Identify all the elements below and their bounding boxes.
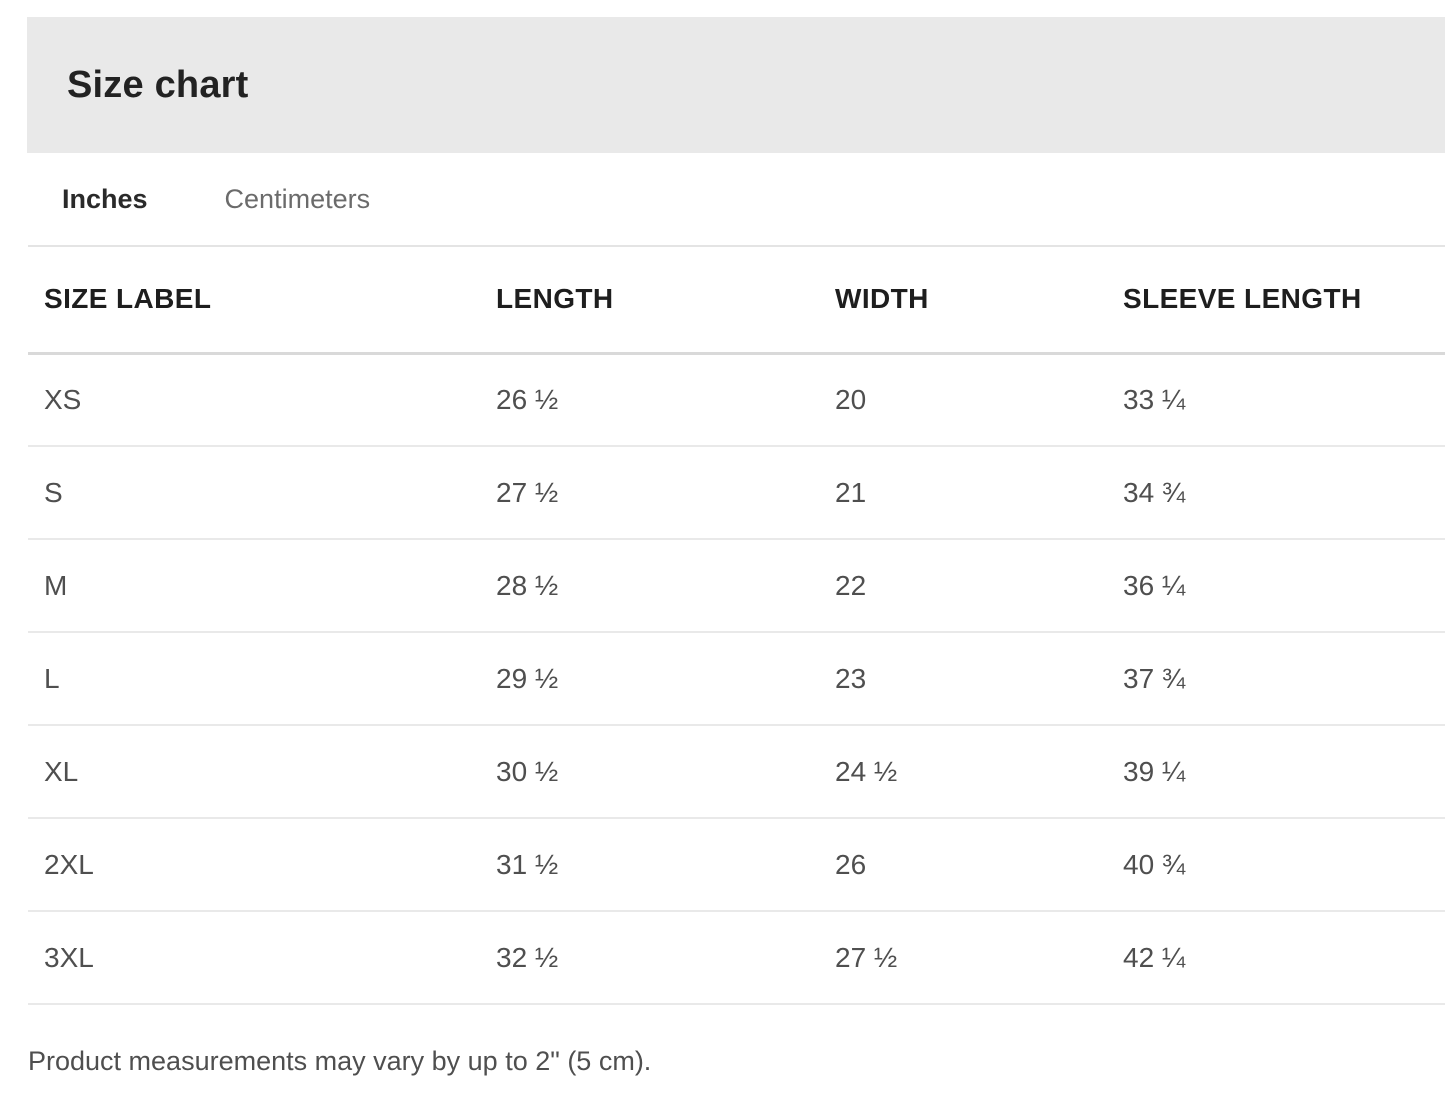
cell-size-label: 3XL xyxy=(28,911,496,1005)
cell-length: 29 ½ xyxy=(496,632,835,726)
table-row: M 28 ½ 22 36 ¼ xyxy=(28,539,1445,633)
cell-sleeve-length: 36 ¼ xyxy=(1123,539,1445,633)
table-row: 2XL 31 ½ 26 40 ¾ xyxy=(28,818,1445,912)
cell-sleeve-length: 39 ¼ xyxy=(1123,725,1445,819)
cell-size-label: XS xyxy=(28,353,496,447)
cell-width: 20 xyxy=(835,353,1123,447)
cell-length: 30 ½ xyxy=(496,725,835,819)
cell-length: 32 ½ xyxy=(496,911,835,1005)
cell-sleeve-length: 42 ¼ xyxy=(1123,911,1445,1005)
page-title: Size chart xyxy=(67,63,249,106)
unit-tabs: Inches Centimeters xyxy=(28,153,1445,247)
cell-width: 21 xyxy=(835,446,1123,540)
cell-length: 28 ½ xyxy=(496,539,835,633)
cell-width: 22 xyxy=(835,539,1123,633)
table-row: L 29 ½ 23 37 ¾ xyxy=(28,632,1445,726)
cell-size-label: S xyxy=(28,446,496,540)
table-row: 3XL 32 ½ 27 ½ 42 ¼ xyxy=(28,911,1445,1005)
cell-width: 23 xyxy=(835,632,1123,726)
cell-width: 24 ½ xyxy=(835,725,1123,819)
column-header-size-label: SIZE LABEL xyxy=(28,247,496,355)
tab-inches[interactable]: Inches xyxy=(62,183,148,214)
cell-width: 26 xyxy=(835,818,1123,912)
cell-sleeve-length: 40 ¾ xyxy=(1123,818,1445,912)
measurement-disclaimer: Product measurements may vary by up to 2… xyxy=(28,1046,652,1076)
size-table: SIZE LABEL LENGTH WIDTH SLEEVE LENGTH XS… xyxy=(28,247,1445,1005)
table-row: XS 26 ½ 20 33 ¼ xyxy=(28,353,1445,447)
cell-sleeve-length: 37 ¾ xyxy=(1123,632,1445,726)
cell-length: 31 ½ xyxy=(496,818,835,912)
cell-size-label: 2XL xyxy=(28,818,496,912)
size-chart-header: Size chart xyxy=(27,17,1445,153)
cell-sleeve-length: 33 ¼ xyxy=(1123,353,1445,447)
cell-size-label: XL xyxy=(28,725,496,819)
cell-size-label: L xyxy=(28,632,496,726)
column-header-width: WIDTH xyxy=(835,247,1123,355)
column-header-length: LENGTH xyxy=(496,247,835,355)
table-row: S 27 ½ 21 34 ¾ xyxy=(28,446,1445,540)
table-header-row: SIZE LABEL LENGTH WIDTH SLEEVE LENGTH xyxy=(28,247,1445,355)
table-row: XL 30 ½ 24 ½ 39 ¼ xyxy=(28,725,1445,819)
tab-centimeters[interactable]: Centimeters xyxy=(224,183,371,214)
column-header-sleeve-length: SLEEVE LENGTH xyxy=(1123,247,1445,355)
cell-length: 26 ½ xyxy=(496,353,835,447)
cell-size-label: M xyxy=(28,539,496,633)
cell-length: 27 ½ xyxy=(496,446,835,540)
cell-sleeve-length: 34 ¾ xyxy=(1123,446,1445,540)
cell-width: 27 ½ xyxy=(835,911,1123,1005)
